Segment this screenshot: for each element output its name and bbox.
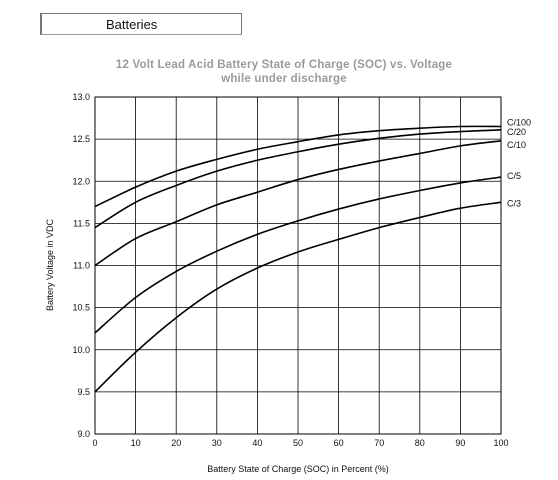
y-tick-label: 10.5 (72, 303, 90, 313)
y-tick-label: 9.0 (77, 429, 90, 439)
curve-c-20 (94, 129, 502, 229)
y-tick-label: 13.0 (72, 92, 90, 102)
chart-ticks: 0 10 20 30 40 50 60 70 80 90 100 9.0 9.5 10.0 10.5 11.0… (72, 92, 508, 448)
y-tick-label: 10.0 (72, 345, 90, 355)
y-tick-label: 12.5 (72, 134, 90, 144)
chart-title: 12 Volt Lead Acid Battery State of Charg… (115, 59, 453, 71)
curve-c-5 (94, 176, 502, 334)
y-tick-label: 11.5 (73, 218, 90, 228)
curve-label-c-100: C/100 (507, 117, 531, 127)
chart-grid (94, 96, 502, 435)
x-tick-label: 50 (293, 438, 303, 448)
curve-label-c-10: C/10 (507, 140, 526, 150)
chart-subtitle: while under discharge (221, 73, 347, 85)
curve-c-10 (94, 140, 502, 267)
curve-c-100 (94, 125, 502, 208)
x-tick-label: 40 (252, 438, 262, 448)
curve-label-c-3: C/3 (507, 198, 521, 208)
tab-batteries[interactable]: Batteries (40, 13, 242, 35)
x-tick-label: 60 (334, 438, 344, 448)
curve-c-3 (94, 201, 502, 393)
x-tick-label: 10 (131, 438, 141, 448)
y-tick-label: 9.5 (77, 387, 90, 397)
y-tick-label: 12.0 (72, 176, 90, 186)
x-tick-label: 20 (171, 438, 181, 448)
y-axis-label: Battery Voltage in VDC (45, 218, 55, 311)
x-tick-label: 0 (92, 438, 97, 448)
x-tick-label: 30 (212, 438, 222, 448)
tab-batteries-label: Batteries (106, 17, 158, 32)
x-tick-label: 70 (374, 438, 384, 448)
x-axis-label: Battery State of Charge (SOC) in Percent… (207, 464, 389, 474)
x-tick-label: 80 (415, 438, 425, 448)
curve-label-c-5: C/5 (507, 171, 521, 181)
x-tick-label: 100 (493, 438, 508, 448)
curve-label-c-20: C/20 (507, 127, 526, 137)
x-tick-label: 90 (455, 438, 465, 448)
y-tick-label: 11.0 (73, 261, 90, 271)
